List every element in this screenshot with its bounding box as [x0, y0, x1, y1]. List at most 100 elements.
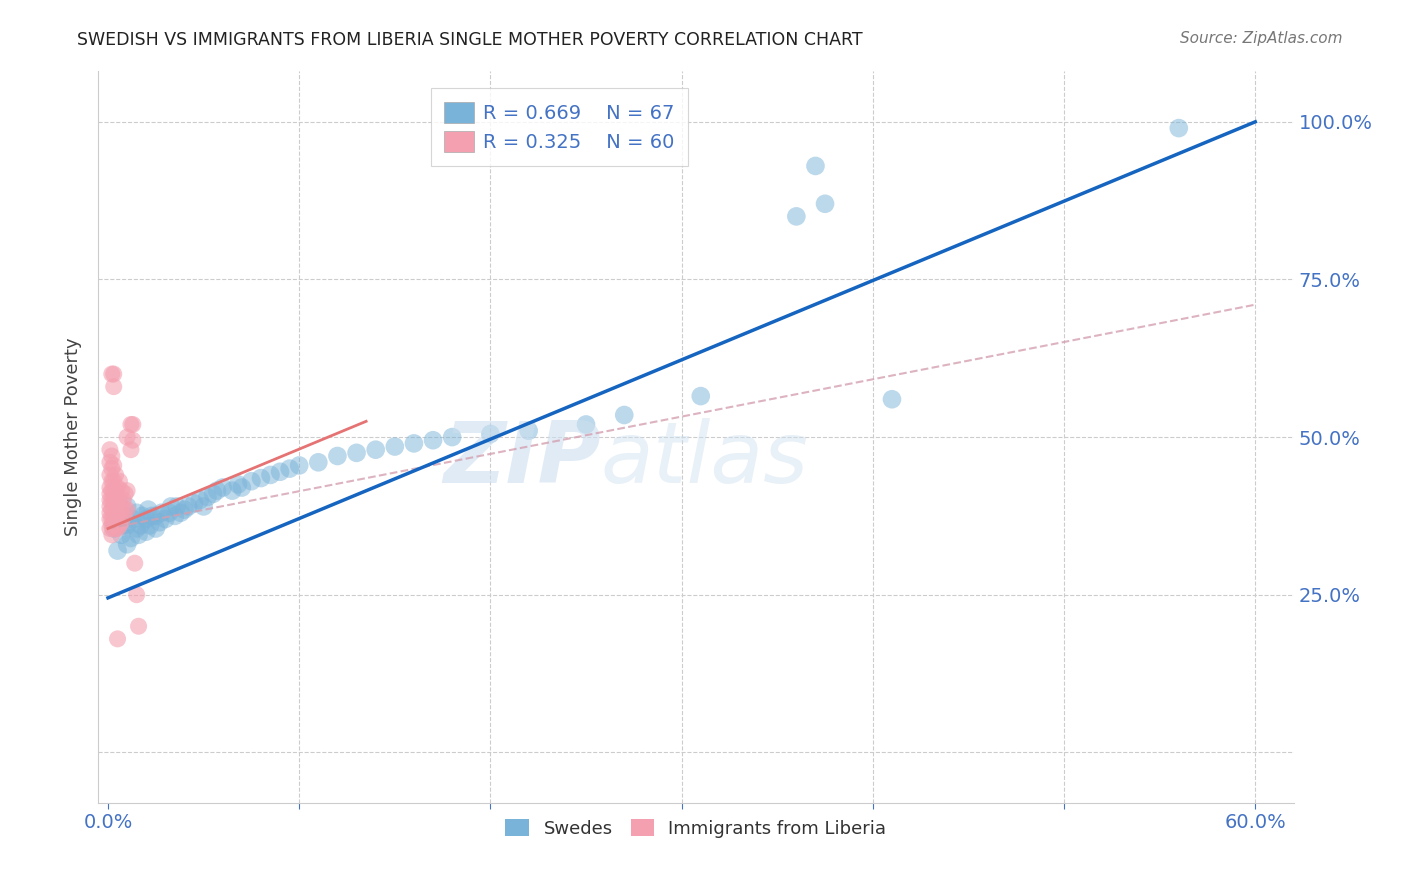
Point — [114, 487, 136, 501]
Point — [124, 556, 146, 570]
Point — [98, 521, 121, 535]
Point — [183, 496, 205, 510]
Point — [98, 506, 121, 520]
Point — [98, 500, 121, 514]
Point — [173, 502, 195, 516]
Point — [107, 632, 129, 646]
Point — [422, 434, 444, 448]
Point — [112, 508, 135, 523]
Text: SWEDISH VS IMMIGRANTS FROM LIBERIA SINGLE MOTHER POVERTY CORRELATION CHART: SWEDISH VS IMMIGRANTS FROM LIBERIA SINGL… — [77, 31, 863, 49]
Point — [157, 506, 180, 520]
Point — [364, 442, 387, 457]
Point — [104, 467, 127, 482]
Point — [259, 467, 281, 482]
Point — [98, 493, 121, 508]
Point — [135, 524, 157, 539]
Text: Source: ZipAtlas.com: Source: ZipAtlas.com — [1180, 31, 1343, 46]
Point — [128, 528, 150, 542]
Point — [104, 521, 127, 535]
Point — [121, 434, 143, 448]
Point — [155, 512, 177, 526]
Point — [197, 490, 219, 504]
Point — [112, 493, 135, 508]
Point — [120, 531, 142, 545]
Point — [128, 619, 150, 633]
Point — [169, 506, 191, 520]
Point — [250, 471, 273, 485]
Point — [115, 500, 138, 514]
Point — [145, 508, 167, 523]
Point — [150, 506, 173, 520]
Point — [479, 426, 502, 441]
Point — [114, 508, 136, 523]
Point — [107, 481, 129, 495]
Point — [107, 508, 129, 523]
Point — [141, 508, 163, 523]
Point — [103, 512, 125, 526]
Point — [193, 500, 215, 514]
Point — [103, 483, 125, 498]
Point — [115, 430, 138, 444]
Point — [125, 521, 148, 535]
Point — [131, 508, 153, 523]
Point — [101, 474, 124, 488]
Point — [103, 367, 125, 381]
Point — [575, 417, 598, 432]
Point — [112, 518, 135, 533]
Point — [104, 496, 127, 510]
Point — [240, 474, 263, 488]
Point — [108, 518, 131, 533]
Point — [814, 196, 837, 211]
Point — [101, 461, 124, 475]
Point — [115, 483, 138, 498]
Point — [205, 483, 228, 498]
Point — [177, 500, 200, 514]
Point — [103, 493, 125, 508]
Point — [107, 543, 129, 558]
Point — [346, 446, 368, 460]
Point — [231, 481, 253, 495]
Point — [785, 210, 807, 224]
Point — [103, 458, 125, 473]
Point — [441, 430, 464, 444]
Point — [110, 515, 132, 529]
Point — [129, 518, 152, 533]
Point — [307, 455, 329, 469]
Point — [104, 483, 127, 498]
Point — [115, 537, 138, 551]
Point — [98, 467, 121, 482]
Point — [115, 518, 138, 533]
Point — [101, 483, 124, 498]
Point — [114, 502, 136, 516]
Point — [120, 442, 142, 457]
Point — [211, 481, 233, 495]
Point — [98, 442, 121, 457]
Point — [103, 379, 125, 393]
Point — [288, 458, 311, 473]
Point — [108, 506, 131, 520]
Point — [278, 461, 301, 475]
Point — [689, 389, 711, 403]
Point — [101, 367, 124, 381]
Point — [121, 512, 143, 526]
Point — [121, 417, 143, 432]
Point — [107, 512, 129, 526]
Point — [104, 508, 127, 523]
Point — [108, 474, 131, 488]
Point — [221, 483, 243, 498]
Point — [110, 528, 132, 542]
Point — [517, 424, 540, 438]
Point — [108, 493, 131, 508]
Point — [804, 159, 827, 173]
Point — [202, 487, 225, 501]
Point — [613, 408, 636, 422]
Point — [160, 500, 183, 514]
Point — [880, 392, 903, 407]
Point — [101, 518, 124, 533]
Point — [166, 500, 188, 514]
Point — [326, 449, 349, 463]
Point — [107, 496, 129, 510]
Point — [149, 515, 172, 529]
Y-axis label: Single Mother Poverty: Single Mother Poverty — [65, 338, 83, 536]
Point — [103, 474, 125, 488]
